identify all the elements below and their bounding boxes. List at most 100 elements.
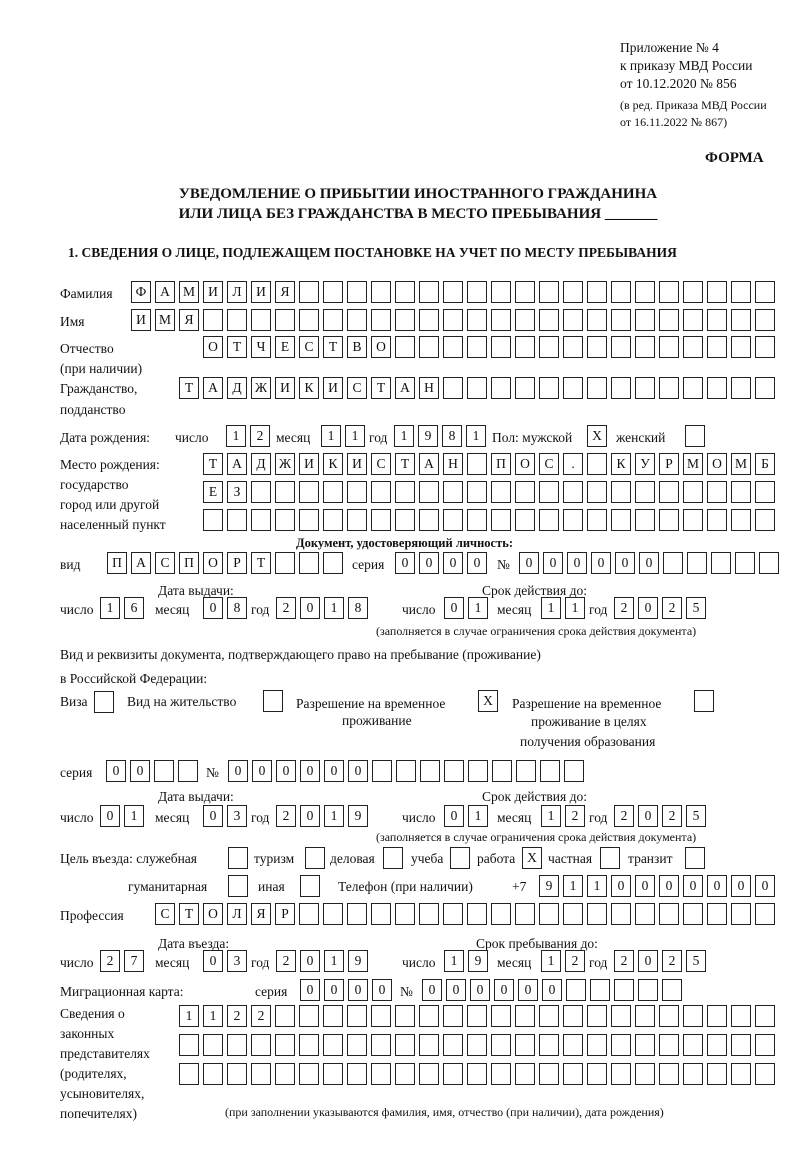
char-cell[interactable]: [635, 1005, 655, 1027]
char-cell[interactable]: [395, 509, 415, 531]
char-cell[interactable]: [275, 1034, 295, 1056]
char-cell[interactable]: 1: [324, 950, 344, 972]
char-cell[interactable]: [467, 481, 487, 503]
char-cell[interactable]: Т: [395, 453, 415, 475]
char-cell[interactable]: [395, 1063, 415, 1085]
char-cell[interactable]: [491, 1034, 511, 1056]
visa-checkbox[interactable]: [94, 691, 114, 713]
char-cell[interactable]: 2: [662, 950, 682, 972]
char-cell[interactable]: [563, 309, 583, 331]
char-cell[interactable]: 0: [100, 805, 120, 827]
char-cell[interactable]: С: [539, 453, 559, 475]
char-cell[interactable]: [419, 903, 439, 925]
char-cell[interactable]: [587, 1005, 607, 1027]
char-cell[interactable]: [227, 1063, 247, 1085]
char-cell[interactable]: [323, 309, 343, 331]
char-cell[interactable]: 1: [468, 597, 488, 619]
char-cell[interactable]: Л: [227, 903, 247, 925]
char-cell[interactable]: [491, 281, 511, 303]
char-cell[interactable]: [347, 481, 367, 503]
char-cell[interactable]: 1: [394, 425, 414, 447]
char-cell[interactable]: [371, 281, 391, 303]
char-cell[interactable]: [203, 509, 223, 531]
char-cell[interactable]: 1: [203, 1005, 223, 1027]
char-cell[interactable]: К: [323, 453, 343, 475]
char-cell[interactable]: [251, 509, 271, 531]
char-cell[interactable]: [635, 1063, 655, 1085]
char-cell[interactable]: 2: [662, 597, 682, 619]
birthplace-cells-3[interactable]: [203, 509, 775, 531]
rep-cells-3[interactable]: [179, 1063, 775, 1085]
char-cell[interactable]: [563, 1034, 583, 1056]
char-cell[interactable]: П: [107, 552, 127, 574]
char-cell[interactable]: [347, 1063, 367, 1085]
char-cell[interactable]: [515, 1005, 535, 1027]
char-cell[interactable]: [515, 509, 535, 531]
char-cell[interactable]: [467, 281, 487, 303]
char-cell[interactable]: [179, 1034, 199, 1056]
char-cell[interactable]: .: [563, 453, 583, 475]
char-cell[interactable]: П: [179, 552, 199, 574]
char-cell[interactable]: О: [371, 336, 391, 358]
char-cell[interactable]: 0: [611, 875, 631, 897]
char-cell[interactable]: 1: [444, 950, 464, 972]
char-cell[interactable]: 0: [615, 552, 635, 574]
char-cell[interactable]: М: [179, 281, 199, 303]
char-cell[interactable]: [347, 509, 367, 531]
char-cell[interactable]: [563, 903, 583, 925]
char-cell[interactable]: [491, 1005, 511, 1027]
char-cell[interactable]: [539, 1005, 559, 1027]
char-cell[interactable]: [203, 1034, 223, 1056]
char-cell[interactable]: 0: [324, 979, 344, 1001]
char-cell[interactable]: [659, 903, 679, 925]
char-cell[interactable]: [587, 903, 607, 925]
char-cell[interactable]: 0: [683, 875, 703, 897]
char-cell[interactable]: [443, 1034, 463, 1056]
char-cell[interactable]: [635, 1034, 655, 1056]
char-cell[interactable]: Л: [227, 281, 247, 303]
char-cell[interactable]: 1: [226, 425, 246, 447]
char-cell[interactable]: 0: [638, 805, 658, 827]
char-cell[interactable]: [659, 509, 679, 531]
char-cell[interactable]: [492, 760, 512, 782]
char-cell[interactable]: [371, 1063, 391, 1085]
char-cell[interactable]: [563, 377, 583, 399]
char-cell[interactable]: [755, 1034, 775, 1056]
char-cell[interactable]: [154, 760, 174, 782]
char-cell[interactable]: [587, 1063, 607, 1085]
char-cell[interactable]: [516, 760, 536, 782]
char-cell[interactable]: [587, 309, 607, 331]
char-cell[interactable]: 2: [250, 425, 270, 447]
char-cell[interactable]: [563, 336, 583, 358]
char-cell[interactable]: [707, 281, 727, 303]
char-cell[interactable]: Ч: [251, 336, 271, 358]
char-cell[interactable]: [611, 509, 631, 531]
char-cell[interactable]: [755, 1005, 775, 1027]
char-cell[interactable]: [443, 509, 463, 531]
char-cell[interactable]: [683, 509, 703, 531]
char-cell[interactable]: [707, 1005, 727, 1027]
char-cell[interactable]: [444, 760, 464, 782]
char-cell[interactable]: [635, 336, 655, 358]
char-cell[interactable]: [539, 1034, 559, 1056]
char-cell[interactable]: Ж: [275, 453, 295, 475]
char-cell[interactable]: [467, 336, 487, 358]
char-cell[interactable]: О: [203, 336, 223, 358]
char-cell[interactable]: 2: [100, 950, 120, 972]
char-cell[interactable]: [635, 309, 655, 331]
char-cell[interactable]: [683, 336, 703, 358]
char-cell[interactable]: 2: [227, 1005, 247, 1027]
char-cell[interactable]: 0: [228, 760, 248, 782]
char-cell[interactable]: 1: [124, 805, 144, 827]
char-cell[interactable]: [707, 509, 727, 531]
char-cell[interactable]: [323, 1063, 343, 1085]
char-cell[interactable]: [372, 760, 392, 782]
